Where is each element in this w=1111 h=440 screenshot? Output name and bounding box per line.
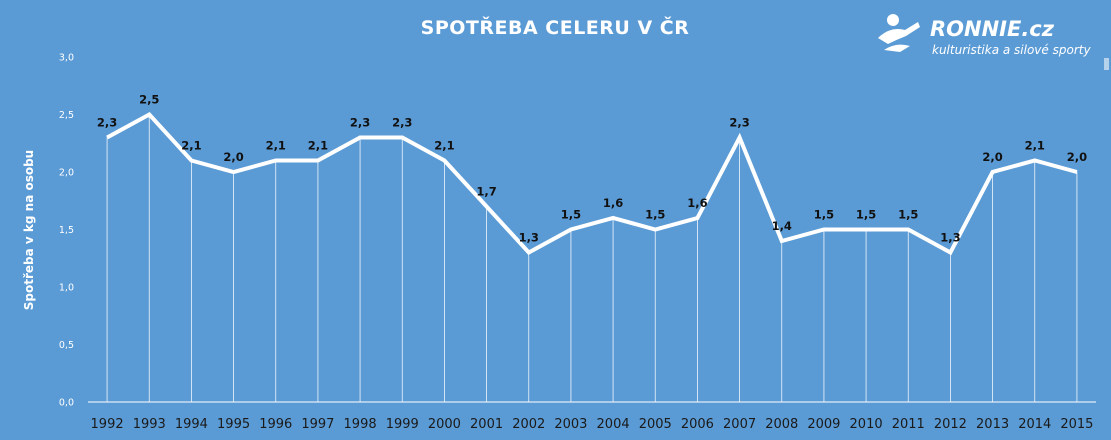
data-label: 2,3 (97, 116, 117, 130)
y-tick-label: 2,0 (59, 168, 74, 179)
y-tick-label: 1,0 (59, 283, 74, 294)
data-label: 2,1 (434, 139, 454, 153)
data-label: 1,5 (814, 208, 834, 222)
data-label: 2,1 (308, 139, 328, 153)
data-label: 1,4 (772, 219, 792, 233)
y-axis-label: Spotřeba v kg na osobu (22, 150, 36, 310)
brand-tagline: kulturistika a silové sporty (932, 43, 1091, 57)
y-tick-label: 0,5 (59, 340, 74, 351)
chart-title: SPOTŘEBA CELERU V ČR (421, 15, 690, 39)
x-tick-label: 2015 (1060, 417, 1093, 432)
y-tick-label: 0,0 (59, 398, 74, 409)
y-tick-label: 2,5 (59, 110, 74, 121)
x-tick-label: 2012 (934, 417, 967, 432)
brand-logo: RONNIE.cz kulturistika a silové sporty (878, 14, 1109, 70)
x-tick-label: 2013 (976, 417, 1009, 432)
drop-lines (106, 114, 1078, 402)
x-tick-label: 1995 (217, 417, 250, 432)
data-labels: 2,3 2,5 2,1 2,0 2,1 2,1 2,3 2,3 2,1 1,7 1,3 1,5 1,6 1… (97, 93, 1087, 245)
y-tick-label: 1,5 (59, 225, 74, 236)
x-tick-label: 1994 (175, 417, 208, 432)
data-label: 1,5 (561, 208, 581, 222)
x-tick-label: 2000 (428, 417, 461, 432)
x-tick-label: 1993 (133, 417, 166, 432)
y-axis-ticks: 0,0 0,5 1,0 1,5 2,0 2,5 3,0 (59, 53, 74, 409)
x-tick-label: 2003 (554, 417, 587, 432)
data-label: 1,3 (519, 231, 539, 245)
x-tick-label: 2007 (723, 417, 756, 432)
x-tick-label: 2008 (765, 417, 798, 432)
y-tick-label: 3,0 (59, 53, 74, 64)
brand-name: RONNIE.cz (930, 17, 1055, 41)
data-label: 1,3 (940, 231, 960, 245)
data-label: 1,7 (476, 185, 496, 199)
data-label: 2,3 (392, 116, 412, 130)
x-tick-label: 2005 (639, 417, 672, 432)
x-tick-label: 2002 (512, 417, 545, 432)
x-tick-label: 1996 (259, 417, 292, 432)
x-tick-label: 2011 (892, 417, 925, 432)
x-axis-ticks: 1992 1993 1994 1995 1996 1997 1998 1999 2000 2001… (91, 417, 1094, 432)
data-label: 1,6 (603, 196, 623, 210)
data-label: 1,5 (898, 208, 918, 222)
data-label: 2,1 (266, 139, 286, 153)
x-tick-label: 1999 (386, 417, 419, 432)
data-label: 1,6 (687, 196, 707, 210)
x-tick-label: 1992 (91, 417, 124, 432)
data-label: 2,1 (1025, 139, 1045, 153)
data-label: 1,5 (645, 208, 665, 222)
x-tick-label: 2009 (807, 417, 840, 432)
data-label: 2,3 (729, 116, 749, 130)
series-line (106, 111, 1078, 256)
x-tick-label: 2010 (850, 417, 883, 432)
data-label: 2,3 (350, 116, 370, 130)
x-tick-label: 1998 (344, 417, 377, 432)
x-tick-label: 2004 (597, 417, 630, 432)
data-label: 1,5 (856, 208, 876, 222)
data-label: 2,0 (223, 150, 243, 164)
athlete-logo-icon (878, 14, 920, 52)
data-label: 2,0 (1067, 150, 1087, 164)
x-tick-label: 2014 (1018, 417, 1051, 432)
data-label: 2,0 (982, 150, 1002, 164)
x-tick-label: 2001 (470, 417, 503, 432)
scroll-indicator (1104, 58, 1109, 70)
x-tick-label: 2006 (681, 417, 714, 432)
data-label: 2,5 (139, 93, 159, 107)
data-label: 2,1 (181, 139, 201, 153)
x-tick-label: 1997 (301, 417, 334, 432)
